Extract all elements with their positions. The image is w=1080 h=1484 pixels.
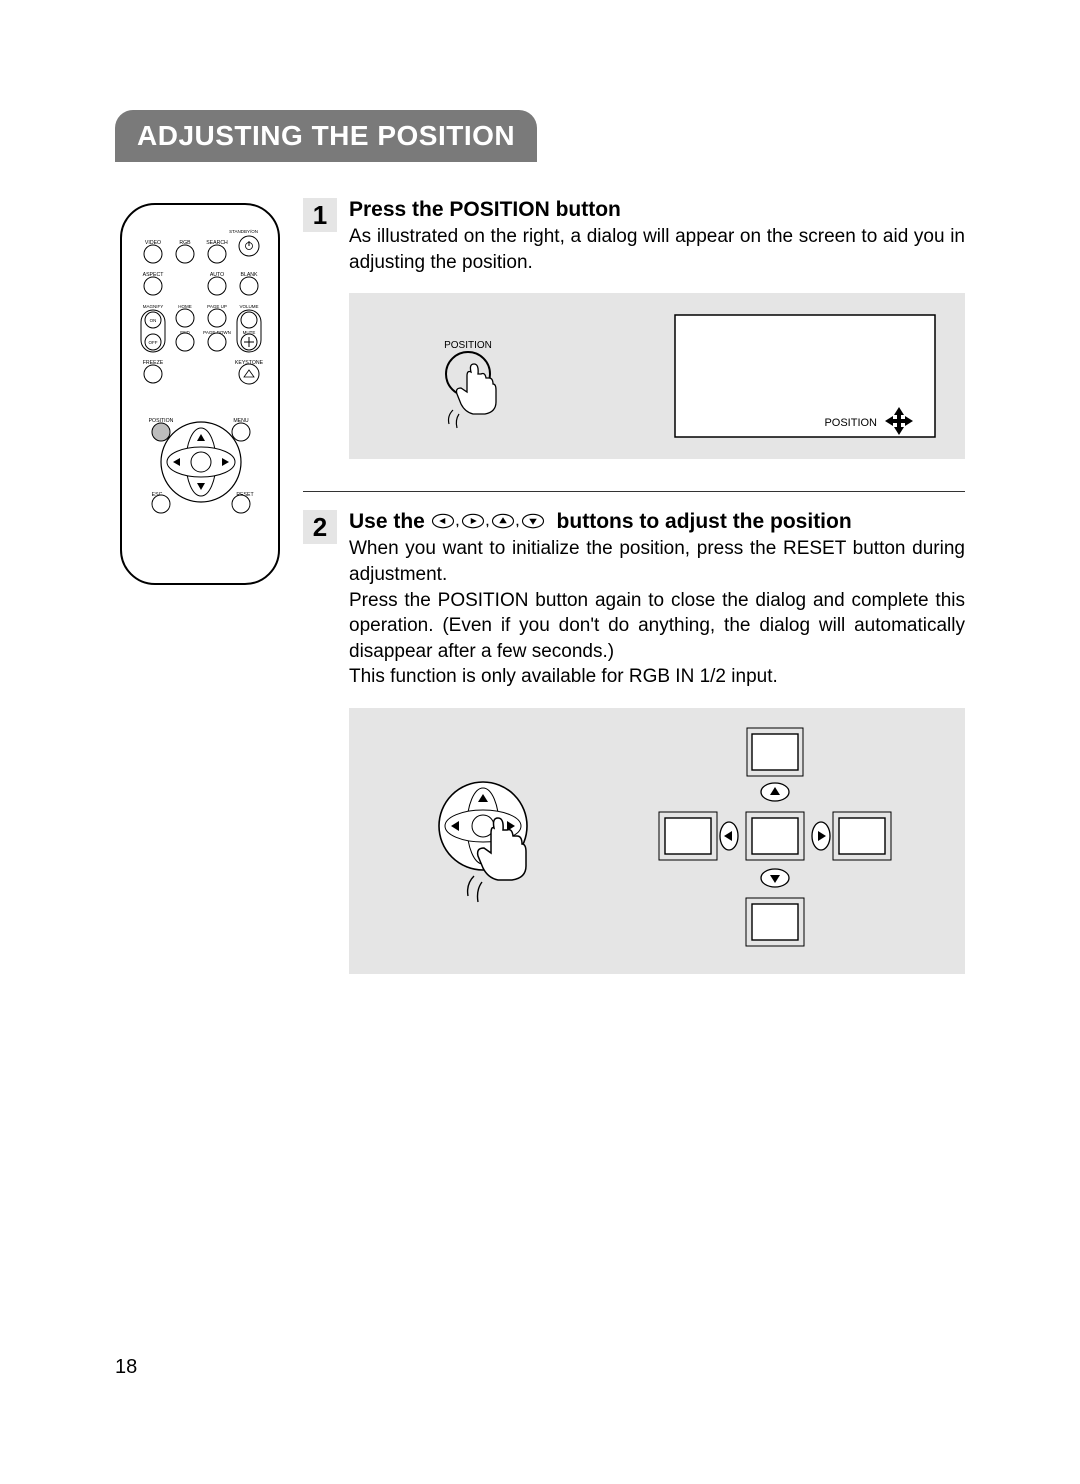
step-1-illustration: POSITION POSITION <box>349 293 965 459</box>
screen-position-dialog-icon: POSITION <box>671 311 941 441</box>
svg-text:,: , <box>455 515 458 529</box>
step-divider <box>303 491 965 492</box>
label-pageup: PAGE UP <box>207 304 227 309</box>
svg-text:,: , <box>485 515 488 529</box>
press-dpad-icon <box>408 756 578 926</box>
step-2-text-1: When you want to initialize the position… <box>349 536 965 587</box>
svg-text:POSITION: POSITION <box>444 340 492 351</box>
remote-svg: STANDBY/ON VIDEO RGB SEARCH ASPECT AUTO … <box>115 198 285 593</box>
svg-text:POSITION: POSITION <box>824 417 877 429</box>
steps-column: 1 Press the POSITION button As illustrat… <box>303 198 965 1006</box>
manual-page: ADJUSTING THE POSITION STANDBY/ON VIDEO … <box>0 0 1080 1006</box>
page-number: 18 <box>115 1356 137 1379</box>
svg-text:,: , <box>515 515 518 529</box>
screen-move-diagram-icon <box>647 726 907 956</box>
svg-text:ON: ON <box>150 318 157 323</box>
svg-text:OFF: OFF <box>149 340 158 345</box>
step-1-text: As illustrated on the right, a dialog wi… <box>349 224 965 275</box>
remote-illustration: STANDBY/ON VIDEO RGB SEARCH ASPECT AUTO … <box>115 198 285 1006</box>
step-1: 1 Press the POSITION button As illustrat… <box>303 198 965 275</box>
label-standby: STANDBY/ON <box>229 229 258 234</box>
section-title: ADJUSTING THE POSITION <box>115 110 537 162</box>
label-home: HOME <box>178 304 192 309</box>
step-2-text-2: Press the POSITION button again to close… <box>349 588 965 665</box>
label-magnify: MAGNIFY <box>143 304 164 309</box>
step-1-title: Press the POSITION button <box>349 198 965 222</box>
step-2-text-3: This function is only available for RGB … <box>349 664 965 690</box>
label-volume: VOLUME <box>239 304 258 309</box>
step-2: 2 Use the , , , <box>303 510 965 690</box>
content-row: STANDBY/ON VIDEO RGB SEARCH ASPECT AUTO … <box>115 198 965 1006</box>
step-number-1: 1 <box>303 198 337 232</box>
step-2-title: Use the , , , buttons to adjust the posi… <box>349 510 965 534</box>
press-position-icon: POSITION <box>373 316 573 436</box>
direction-buttons-icon: , , , <box>431 511 551 531</box>
step-number-2: 2 <box>303 510 337 544</box>
step-2-illustration <box>349 708 965 974</box>
